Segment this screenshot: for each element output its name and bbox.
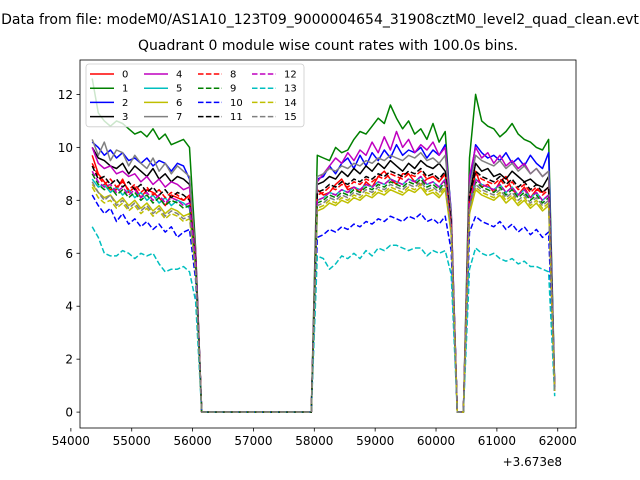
series-line-10 <box>91 194 556 413</box>
legend-label-7: 7 <box>176 112 182 123</box>
legend-label-8: 8 <box>230 70 236 81</box>
legend-label-14: 14 <box>284 98 297 109</box>
x-tick-label-62000: 62000 <box>539 434 577 448</box>
series-line-12 <box>91 170 556 413</box>
series-line-11 <box>91 165 556 413</box>
series-lines <box>91 78 556 413</box>
x-tick-label-61000: 61000 <box>478 434 516 448</box>
legend-label-12: 12 <box>284 70 297 81</box>
x-offset-label: +3.673e8 <box>503 455 562 469</box>
series-line-8 <box>91 162 556 413</box>
x-tick-label-60000: 60000 <box>417 434 455 448</box>
y-tick-label-10: 10 <box>58 141 73 155</box>
series-line-13 <box>91 226 556 413</box>
legend-label-0: 0 <box>122 70 128 81</box>
x-tick-label-55000: 55000 <box>113 434 151 448</box>
series-line-3 <box>91 147 556 413</box>
series-line-2 <box>91 141 556 413</box>
legend-label-6: 6 <box>176 98 182 109</box>
y-tick-label-0: 0 <box>65 406 73 420</box>
y-tick-label-8: 8 <box>65 194 73 208</box>
y-tick-label-2: 2 <box>65 353 73 367</box>
legend-frame <box>85 63 305 128</box>
series-line-1 <box>91 78 556 413</box>
x-tick-label-56000: 56000 <box>173 434 211 448</box>
chart-title: Quadrant 0 module wise count rates with … <box>138 38 518 54</box>
x-tick-label-54000: 54000 <box>52 434 90 448</box>
legend-label-1: 1 <box>122 84 128 95</box>
y-tick-label-12: 12 <box>58 88 73 102</box>
legend-label-11: 11 <box>230 112 243 123</box>
legend-label-13: 13 <box>284 84 297 95</box>
x-tick-label-59000: 59000 <box>356 434 394 448</box>
legend-label-15: 15 <box>284 112 297 123</box>
legend-label-10: 10 <box>230 98 243 109</box>
x-tick-label-57000: 57000 <box>234 434 272 448</box>
x-tick-label-58000: 58000 <box>295 434 333 448</box>
y-tick-label-6: 6 <box>65 247 73 261</box>
series-line-15 <box>91 181 556 413</box>
legend-label-2: 2 <box>122 98 128 109</box>
axes-frame <box>79 59 577 429</box>
series-line-9 <box>91 173 556 413</box>
y-tick-label-4: 4 <box>65 300 73 314</box>
figure-suptitle: Data from file: modeM0/AS1A10_123T09_900… <box>1 12 639 28</box>
legend-label-9: 9 <box>230 84 236 95</box>
legend-label-5: 5 <box>176 84 182 95</box>
axes-layer: 54000 55000 56000 57000 58000 59000 60000 61000… <box>52 59 577 448</box>
series-line-14 <box>91 183 556 413</box>
plot-layer <box>91 78 556 413</box>
series-line-6 <box>91 183 556 413</box>
legend-label-3: 3 <box>122 112 128 123</box>
legend-label-4: 4 <box>176 70 182 81</box>
series-line-7 <box>91 139 556 413</box>
